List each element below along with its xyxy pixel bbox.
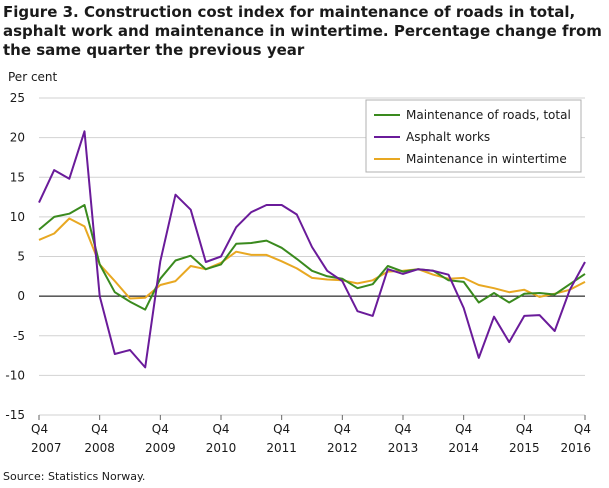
x-tick-quarter: Q4 (334, 422, 351, 436)
x-tick-year: 2008 (84, 441, 115, 455)
x-tick-year: 2009 (145, 441, 176, 455)
x-tick-year: 2011 (266, 441, 297, 455)
y-tick-label: -15 (5, 408, 25, 422)
y-tick-label: 0 (17, 289, 25, 303)
x-tick-year: 2013 (388, 441, 419, 455)
chart-title: Figure 3. Construction cost index for ma… (3, 3, 602, 59)
x-tick-quarter: Q4 (574, 422, 591, 436)
series-line-asphalt-works (38, 130, 586, 369)
x-tick-year: 2014 (448, 441, 479, 455)
x-tick-quarter: Q4 (31, 422, 48, 436)
x-tick-quarter: Q4 (152, 422, 169, 436)
x-tick-quarter: Q4 (516, 422, 533, 436)
x-tick-quarter: Q4 (212, 422, 229, 436)
legend-label: Asphalt works (406, 130, 490, 144)
x-tick-year: 2012 (327, 441, 358, 455)
x-tick-year: 2016 (560, 441, 591, 455)
x-tick-year: 2010 (206, 441, 237, 455)
legend-box (365, 99, 582, 173)
x-tick-quarter: Q4 (394, 422, 411, 436)
y-tick-label: 20 (10, 131, 25, 145)
y-tick-label: 5 (17, 250, 25, 264)
y-tick-label: -5 (13, 329, 25, 343)
y-tick-label: 15 (10, 170, 25, 184)
series-line-maintenance-of-roads-total (38, 204, 586, 311)
y-tick-label: -10 (5, 368, 25, 382)
series-lines (38, 130, 586, 369)
x-tick-quarter: Q4 (91, 422, 108, 436)
source-note: Source: Statistics Norway. (3, 470, 146, 483)
axes: 2520151050-5-10-15Q42007Q42008Q42009Q420… (5, 91, 591, 455)
y-tick-label: 10 (10, 210, 25, 224)
x-tick-quarter: Q4 (273, 422, 290, 436)
x-tick-year: 2007 (31, 441, 62, 455)
legend-label: Maintenance in wintertime (406, 152, 567, 166)
legend: Maintenance of roads, total Asphalt works… (365, 99, 582, 173)
y-axis-label: Per cent (8, 70, 58, 84)
legend-label: Maintenance of roads, total (406, 108, 571, 122)
series-line-maintenance-in-wintertime (38, 217, 586, 300)
x-tick-quarter: Q4 (455, 422, 472, 436)
y-tick-label: 25 (10, 91, 25, 105)
x-tick-year: 2015 (509, 441, 540, 455)
